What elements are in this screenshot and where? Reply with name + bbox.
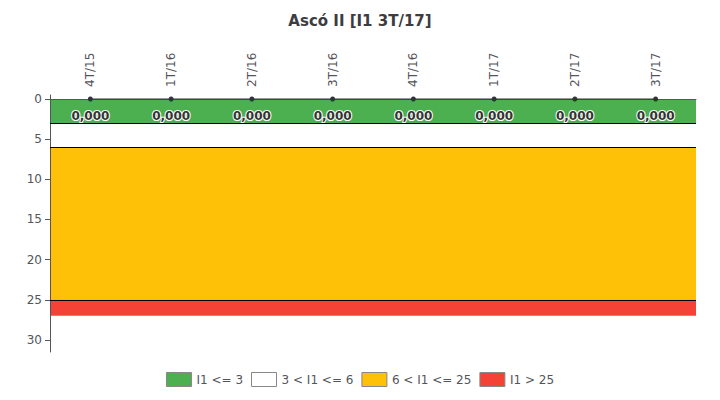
svg-text:0,000: 0,000 bbox=[475, 109, 513, 123]
svg-text:0,000: 0,000 bbox=[394, 109, 432, 123]
svg-text:2T/17: 2T/17 bbox=[568, 53, 582, 87]
svg-text:15: 15 bbox=[27, 212, 42, 226]
svg-text:4T/15: 4T/15 bbox=[83, 53, 97, 87]
svg-text:3 < I1 <= 6: 3 < I1 <= 6 bbox=[282, 373, 354, 387]
svg-text:3T/17: 3T/17 bbox=[649, 53, 663, 87]
svg-text:0,000: 0,000 bbox=[556, 109, 594, 123]
svg-text:Ascó II [I1 3T/17]: Ascó II [I1 3T/17] bbox=[288, 12, 431, 30]
svg-text:0,000: 0,000 bbox=[637, 109, 675, 123]
svg-text:1T/16: 1T/16 bbox=[164, 53, 178, 87]
svg-text:3T/16: 3T/16 bbox=[326, 53, 340, 87]
svg-text:I1 <= 3: I1 <= 3 bbox=[196, 373, 243, 387]
svg-text:6 < I1 <= 25: 6 < I1 <= 25 bbox=[392, 373, 472, 387]
svg-text:0: 0 bbox=[34, 92, 42, 106]
svg-text:0,000: 0,000 bbox=[71, 109, 109, 123]
svg-text:0,000: 0,000 bbox=[314, 109, 352, 123]
svg-text:1T/17: 1T/17 bbox=[487, 53, 501, 87]
svg-text:0,000: 0,000 bbox=[152, 109, 190, 123]
svg-text:5: 5 bbox=[34, 132, 42, 146]
svg-text:0,000: 0,000 bbox=[233, 109, 271, 123]
svg-text:10: 10 bbox=[27, 172, 42, 186]
svg-text:30: 30 bbox=[27, 333, 42, 347]
svg-text:25: 25 bbox=[27, 293, 42, 307]
svg-text:I1 > 25: I1 > 25 bbox=[510, 373, 554, 387]
svg-text:2T/16: 2T/16 bbox=[245, 53, 259, 87]
svg-text:4T/16: 4T/16 bbox=[406, 53, 420, 87]
svg-text:20: 20 bbox=[27, 253, 42, 267]
